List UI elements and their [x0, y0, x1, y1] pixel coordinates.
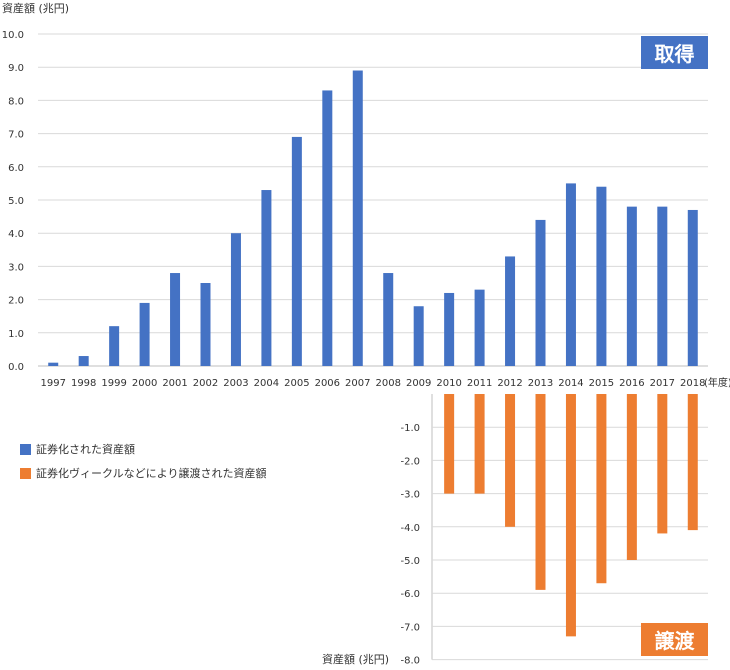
- transfer-bar: [687, 394, 698, 531]
- acquisition-bar: [596, 186, 607, 366]
- legend-label-transferred: 証券化ヴィークルなどにより譲渡された資産額: [36, 467, 267, 480]
- bottom-y-tick-label: -3.0: [400, 490, 420, 501]
- top-y-tick-label: 5.0: [8, 196, 24, 207]
- acquisition-bar: [444, 292, 455, 366]
- acquisition-bars: [48, 70, 698, 367]
- bottom-y-tick-label: -5.0: [400, 556, 420, 567]
- x-tick-label: 2006: [315, 378, 340, 389]
- x-tick-label: 2009: [406, 378, 431, 389]
- acquisition-bar: [170, 273, 181, 366]
- x-tick-label: 2005: [284, 378, 309, 389]
- acquisition-bar: [291, 136, 302, 366]
- bottom-y-tick-label: -7.0: [400, 622, 420, 633]
- top-y-tick-label: 7.0: [8, 130, 24, 141]
- legend-item-transferred: 証券化ヴィークルなどにより譲渡された資産額: [20, 465, 266, 481]
- transfer-bar: [535, 394, 546, 590]
- top-y-tick-label: 4.0: [8, 229, 24, 240]
- top-y-tick-label: 10.0: [2, 30, 24, 41]
- acquisition-bar: [565, 183, 576, 366]
- top-gridlines: [38, 33, 708, 367]
- acquisition-bar: [109, 326, 120, 366]
- legend-swatch-blue: [20, 443, 31, 455]
- acquisition-bar: [687, 209, 698, 366]
- acquisition-badge-bg: [641, 36, 708, 69]
- acquisition-bar: [535, 219, 546, 366]
- x-tick-label: 1998: [71, 378, 96, 389]
- bottom-y-axis-title: 資産額 (兆円): [322, 653, 389, 666]
- x-tick-label: 2008: [376, 378, 401, 389]
- acquisition-bar: [626, 206, 637, 366]
- transfer-bars: [444, 394, 698, 637]
- transfer-bar: [565, 394, 576, 637]
- x-tick-label: 2017: [650, 378, 675, 389]
- legend-label-securitized: 証券化された資産額: [36, 443, 135, 456]
- acquisition-bar: [383, 273, 394, 366]
- top-y-tick-label: 8.0: [8, 96, 24, 107]
- x-tick-label: 2010: [436, 378, 461, 389]
- x-tick-label: 2018: [680, 378, 705, 389]
- bottom-y-tick-labels: -1.0 -2.0 -3.0 -4.0 -5.0 -6.0 -7.0 -8.0: [400, 423, 420, 666]
- acquisition-bar: [474, 289, 485, 366]
- x-tick-label: 2011: [467, 378, 492, 389]
- x-tick-label: 2013: [528, 378, 553, 389]
- x-tick-label: 2007: [345, 378, 370, 389]
- acquisition-badge: 取得: [655, 42, 695, 66]
- top-y-tick-label: 9.0: [8, 63, 24, 74]
- acquisition-bar: [352, 70, 363, 367]
- x-tick-label: 2016: [619, 378, 644, 389]
- bottom-y-tick-label: -4.0: [400, 523, 420, 534]
- transfer-bar: [505, 394, 516, 527]
- bottom-y-tick-label: -1.0: [400, 423, 420, 434]
- x-tick-labels: 1997 1998 1999 2000 2001 2002 2003 2004 2005 2006…: [41, 378, 706, 389]
- acquisition-bar: [230, 233, 241, 366]
- x-tick-label: 2000: [132, 378, 157, 389]
- x-tick-label: 2012: [497, 378, 522, 389]
- x-axis-unit: (年度): [704, 376, 730, 389]
- acquisition-bar: [139, 302, 150, 366]
- acquisition-bar: [261, 190, 272, 366]
- x-tick-label: 2003: [223, 378, 248, 389]
- transfer-bar: [657, 394, 668, 534]
- top-y-tick-label: 3.0: [8, 262, 24, 273]
- transfer-bar: [596, 394, 607, 584]
- x-tick-label: 2001: [162, 378, 187, 389]
- transfer-bar: [626, 394, 637, 560]
- acquisition-bar: [78, 356, 89, 366]
- legend-swatch-orange: [20, 467, 31, 479]
- top-y-axis-title: 資産額 (兆円): [2, 2, 69, 15]
- x-tick-label: 2002: [193, 378, 218, 389]
- acquisition-bar: [48, 362, 59, 366]
- top-y-tick-label: 1.0: [8, 329, 24, 340]
- bottom-y-tick-label: -2.0: [400, 456, 420, 467]
- transfer-bar: [474, 394, 485, 494]
- transfer-bar: [444, 394, 455, 494]
- transfer-badge: 譲渡: [655, 629, 696, 653]
- x-tick-label: 1997: [41, 378, 66, 389]
- x-tick-label: 2015: [589, 378, 614, 389]
- top-y-tick-label: 2.0: [8, 296, 24, 307]
- top-y-tick-labels: 0.0 1.0 2.0 3.0 4.0 5.0 6.0 7.0 8.0 9.0 10.0: [2, 30, 24, 373]
- x-tick-label: 2004: [254, 378, 279, 389]
- legend-item-securitized: 証券化された資産額: [20, 441, 135, 457]
- bottom-y-tick-label: -6.0: [400, 589, 420, 600]
- transfer-badge-bg: [641, 623, 708, 656]
- acquisition-bar: [413, 306, 424, 366]
- acquisition-bar: [322, 90, 333, 366]
- acquisition-bar: [200, 283, 211, 366]
- bottom-y-tick-label: -8.0: [400, 656, 420, 667]
- x-tick-label: 2014: [558, 378, 583, 389]
- top-y-tick-label: 0.0: [8, 362, 24, 373]
- top-y-tick-label: 6.0: [8, 163, 24, 174]
- acquisition-bar: [657, 206, 668, 366]
- x-tick-label: 1999: [101, 378, 126, 389]
- acquisition-bar: [505, 256, 516, 366]
